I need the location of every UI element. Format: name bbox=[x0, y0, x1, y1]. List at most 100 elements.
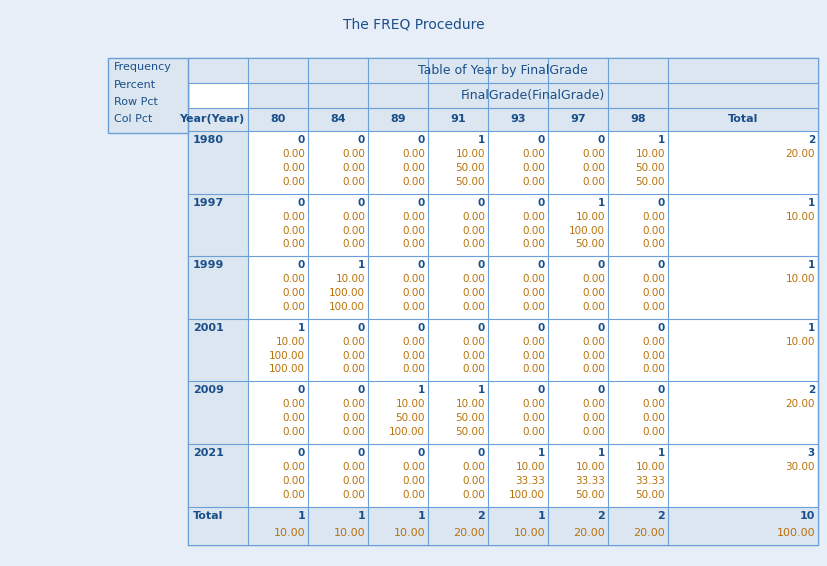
Text: 1: 1 bbox=[657, 135, 665, 145]
Text: 0.00: 0.00 bbox=[282, 239, 305, 250]
Text: 80: 80 bbox=[270, 114, 285, 125]
Text: 10.00: 10.00 bbox=[786, 337, 815, 347]
Text: 2: 2 bbox=[808, 385, 815, 395]
Text: 0.00: 0.00 bbox=[642, 399, 665, 409]
Text: 1: 1 bbox=[358, 260, 365, 270]
Text: 1999: 1999 bbox=[193, 260, 224, 270]
Text: 0.00: 0.00 bbox=[582, 163, 605, 173]
Text: 0.00: 0.00 bbox=[522, 177, 545, 187]
Text: 100.00: 100.00 bbox=[389, 427, 425, 437]
Text: 100.00: 100.00 bbox=[569, 226, 605, 235]
Text: 10.00: 10.00 bbox=[635, 149, 665, 159]
Text: 0.00: 0.00 bbox=[582, 149, 605, 159]
Text: 2001: 2001 bbox=[193, 323, 224, 333]
Text: 0.00: 0.00 bbox=[342, 462, 365, 472]
Text: 0: 0 bbox=[418, 448, 425, 458]
Text: 0.00: 0.00 bbox=[642, 274, 665, 284]
Text: 0.00: 0.00 bbox=[522, 350, 545, 361]
Text: 0: 0 bbox=[538, 260, 545, 270]
Bar bbox=[248, 83, 818, 108]
Text: 0.00: 0.00 bbox=[282, 212, 305, 222]
Text: 20.00: 20.00 bbox=[633, 528, 665, 538]
Text: 0.00: 0.00 bbox=[402, 226, 425, 235]
Text: 1: 1 bbox=[478, 135, 485, 145]
Text: 0.00: 0.00 bbox=[522, 413, 545, 423]
Text: 0.00: 0.00 bbox=[282, 462, 305, 472]
Text: 1: 1 bbox=[808, 198, 815, 208]
Text: 0.00: 0.00 bbox=[522, 427, 545, 437]
Text: 20.00: 20.00 bbox=[786, 149, 815, 159]
Text: 0.00: 0.00 bbox=[402, 239, 425, 250]
Text: 0.00: 0.00 bbox=[342, 476, 365, 486]
Text: 0.00: 0.00 bbox=[522, 163, 545, 173]
Text: Year(Year): Year(Year) bbox=[179, 114, 244, 125]
Text: 0.00: 0.00 bbox=[462, 462, 485, 472]
Text: 0.00: 0.00 bbox=[342, 212, 365, 222]
Text: Table of Year by FinalGrade: Table of Year by FinalGrade bbox=[418, 64, 588, 77]
Text: Frequency: Frequency bbox=[114, 62, 172, 72]
Text: 2: 2 bbox=[597, 511, 605, 521]
Text: 2021: 2021 bbox=[193, 448, 224, 458]
Text: 100.00: 100.00 bbox=[777, 528, 815, 538]
Text: 50.00: 50.00 bbox=[456, 163, 485, 173]
Text: 0.00: 0.00 bbox=[462, 226, 485, 235]
Text: 0.00: 0.00 bbox=[582, 302, 605, 312]
Text: 50.00: 50.00 bbox=[576, 490, 605, 500]
Text: 10.00: 10.00 bbox=[576, 212, 605, 222]
Text: 0.00: 0.00 bbox=[522, 337, 545, 347]
Text: 0.00: 0.00 bbox=[522, 302, 545, 312]
Text: 0.00: 0.00 bbox=[642, 350, 665, 361]
Text: 0.00: 0.00 bbox=[402, 490, 425, 500]
Text: 1: 1 bbox=[538, 511, 545, 521]
Text: 0.00: 0.00 bbox=[342, 239, 365, 250]
Text: 0.00: 0.00 bbox=[462, 365, 485, 374]
Text: 0.00: 0.00 bbox=[462, 274, 485, 284]
Text: 0.00: 0.00 bbox=[282, 476, 305, 486]
Text: 30.00: 30.00 bbox=[786, 462, 815, 472]
Text: 1: 1 bbox=[808, 260, 815, 270]
Text: 10.00: 10.00 bbox=[456, 149, 485, 159]
Text: 100.00: 100.00 bbox=[329, 288, 365, 298]
Text: 20.00: 20.00 bbox=[786, 399, 815, 409]
Text: 0.00: 0.00 bbox=[642, 288, 665, 298]
Bar bbox=[188, 381, 248, 444]
Text: 0: 0 bbox=[298, 385, 305, 395]
Text: 0.00: 0.00 bbox=[402, 337, 425, 347]
Text: 0: 0 bbox=[657, 198, 665, 208]
Text: 0.00: 0.00 bbox=[402, 274, 425, 284]
Text: 0: 0 bbox=[478, 198, 485, 208]
Text: 0.00: 0.00 bbox=[642, 337, 665, 347]
Text: 0.00: 0.00 bbox=[582, 288, 605, 298]
Text: 0.00: 0.00 bbox=[342, 490, 365, 500]
Text: 100.00: 100.00 bbox=[269, 365, 305, 374]
Text: 0.00: 0.00 bbox=[282, 163, 305, 173]
Text: 50.00: 50.00 bbox=[456, 177, 485, 187]
Text: 0.00: 0.00 bbox=[342, 149, 365, 159]
Bar bbox=[108, 58, 188, 133]
Text: 0.00: 0.00 bbox=[402, 149, 425, 159]
Text: 0: 0 bbox=[598, 385, 605, 395]
Text: 0.00: 0.00 bbox=[282, 149, 305, 159]
Text: 1: 1 bbox=[598, 198, 605, 208]
Text: 0.00: 0.00 bbox=[522, 149, 545, 159]
Text: Col Pct: Col Pct bbox=[114, 114, 152, 125]
Text: 1: 1 bbox=[357, 511, 365, 521]
Text: 89: 89 bbox=[390, 114, 406, 125]
Text: 0.00: 0.00 bbox=[282, 288, 305, 298]
Text: 1: 1 bbox=[478, 385, 485, 395]
Text: 0: 0 bbox=[598, 260, 605, 270]
Bar bbox=[188, 194, 248, 256]
Text: 0.00: 0.00 bbox=[282, 490, 305, 500]
Text: 0.00: 0.00 bbox=[582, 427, 605, 437]
Text: 1980: 1980 bbox=[193, 135, 224, 145]
Text: 50.00: 50.00 bbox=[456, 413, 485, 423]
Text: 10.00: 10.00 bbox=[274, 528, 305, 538]
Text: 97: 97 bbox=[570, 114, 586, 125]
Text: 0.00: 0.00 bbox=[462, 350, 485, 361]
Text: 100.00: 100.00 bbox=[509, 490, 545, 500]
Text: 0: 0 bbox=[418, 260, 425, 270]
Text: 0: 0 bbox=[657, 260, 665, 270]
Text: 0.00: 0.00 bbox=[642, 239, 665, 250]
Text: 0.00: 0.00 bbox=[402, 177, 425, 187]
Text: 0: 0 bbox=[298, 135, 305, 145]
